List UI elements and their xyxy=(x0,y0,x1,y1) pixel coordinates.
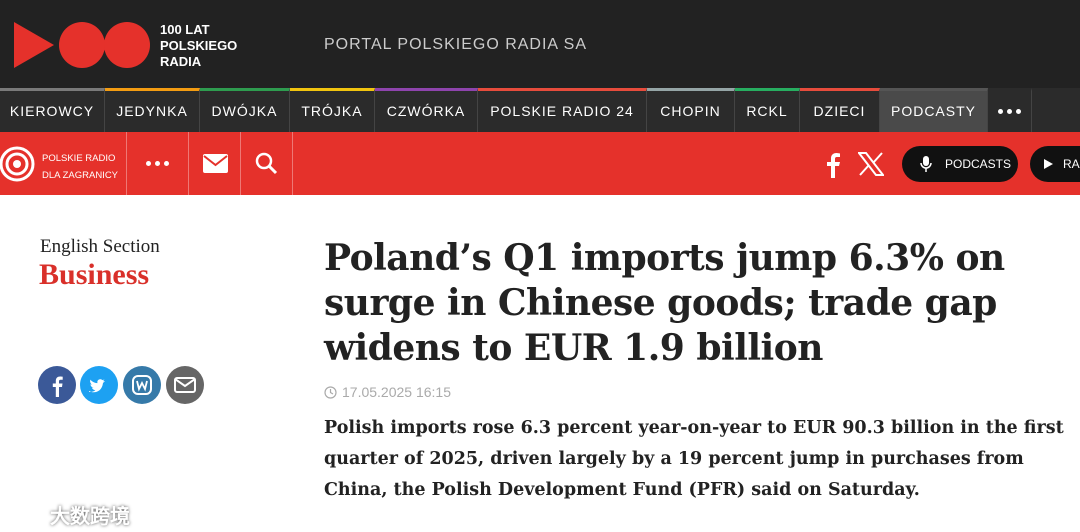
x-icon[interactable] xyxy=(858,152,884,176)
logo-line: POLSKIEGO xyxy=(160,38,238,53)
clock-icon xyxy=(324,386,337,399)
share-twitter[interactable] xyxy=(80,366,118,404)
nav-item[interactable]: DWÓJKA xyxy=(200,88,290,132)
search-icon[interactable] xyxy=(255,152,279,176)
watermark-icon xyxy=(10,501,47,523)
separator xyxy=(188,132,189,195)
share-facebook[interactable] xyxy=(38,366,76,404)
nav-item[interactable]: RCKL xyxy=(735,88,800,132)
nav-item[interactable]: PODCASTY xyxy=(880,88,988,132)
top-bar: 100 LAT POLSKIEGO RADIA PORTAL POLSKIEGO… xyxy=(0,0,1080,88)
radio-button[interactable]: RA xyxy=(1030,146,1080,182)
logo-line: 100 LAT xyxy=(160,22,210,37)
logo[interactable] xyxy=(14,20,154,70)
mail-icon[interactable] xyxy=(203,154,228,173)
nav-item[interactable]: CZWÓRKA xyxy=(375,88,478,132)
mic-icon xyxy=(920,156,932,172)
brand-icon[interactable] xyxy=(0,146,36,182)
radio-label: RA xyxy=(1063,157,1080,171)
portal-link[interactable]: PORTAL POLSKIEGO RADIA SA xyxy=(324,36,588,53)
logo-text: 100 LAT POLSKIEGO RADIA xyxy=(160,22,237,70)
more-button[interactable] xyxy=(140,161,174,166)
watermark: 大数跨境 xyxy=(50,506,130,528)
separator xyxy=(240,132,241,195)
play-icon xyxy=(1044,159,1053,169)
podcasts-label: PODCASTS xyxy=(945,157,1012,171)
article-date: 17.05.2025 16:15 xyxy=(342,384,451,400)
nav-item[interactable]: CHOPIN xyxy=(647,88,735,132)
podcasts-button[interactable]: PODCASTS xyxy=(902,146,1018,182)
separator xyxy=(126,132,127,195)
category-label[interactable]: Business xyxy=(39,258,150,291)
share-wykop[interactable] xyxy=(123,366,161,404)
nav-item[interactable]: KIEROWCY xyxy=(0,88,105,132)
brand-line: POLSKIE RADIO xyxy=(42,153,116,164)
nav-item[interactable]: JEDYNKA xyxy=(105,88,200,132)
section-label[interactable]: English Section xyxy=(40,236,160,257)
article-lead: Polish imports rose 6.3 percent year-on-… xyxy=(324,418,1064,500)
brand-line: DLA ZAGRANICY xyxy=(42,170,119,181)
article-title: Poland’s Q1 imports jump 6.3% on surge i… xyxy=(324,237,1005,369)
nav-item[interactable]: DZIECI xyxy=(800,88,880,132)
sub-header: POLSKIE RADIO DLA ZAGRANICY PODCASTS RA xyxy=(0,132,1080,195)
share-email[interactable] xyxy=(166,366,204,404)
nav-item[interactable]: TRÓJKA xyxy=(290,88,375,132)
nav-item[interactable]: POLSKIE RADIO 24 xyxy=(478,88,647,132)
share-buttons xyxy=(38,366,204,404)
nav: KIEROWCY JEDYNKA DWÓJKA TRÓJKA CZWÓRKA POLSKI… xyxy=(0,88,1080,132)
brand[interactable]: POLSKIE RADIO DLA ZAGRANICY xyxy=(42,150,118,184)
separator xyxy=(292,132,293,195)
nav-more[interactable] xyxy=(988,88,1032,132)
facebook-icon[interactable] xyxy=(825,152,841,178)
logo-line: RADIA xyxy=(160,54,202,69)
